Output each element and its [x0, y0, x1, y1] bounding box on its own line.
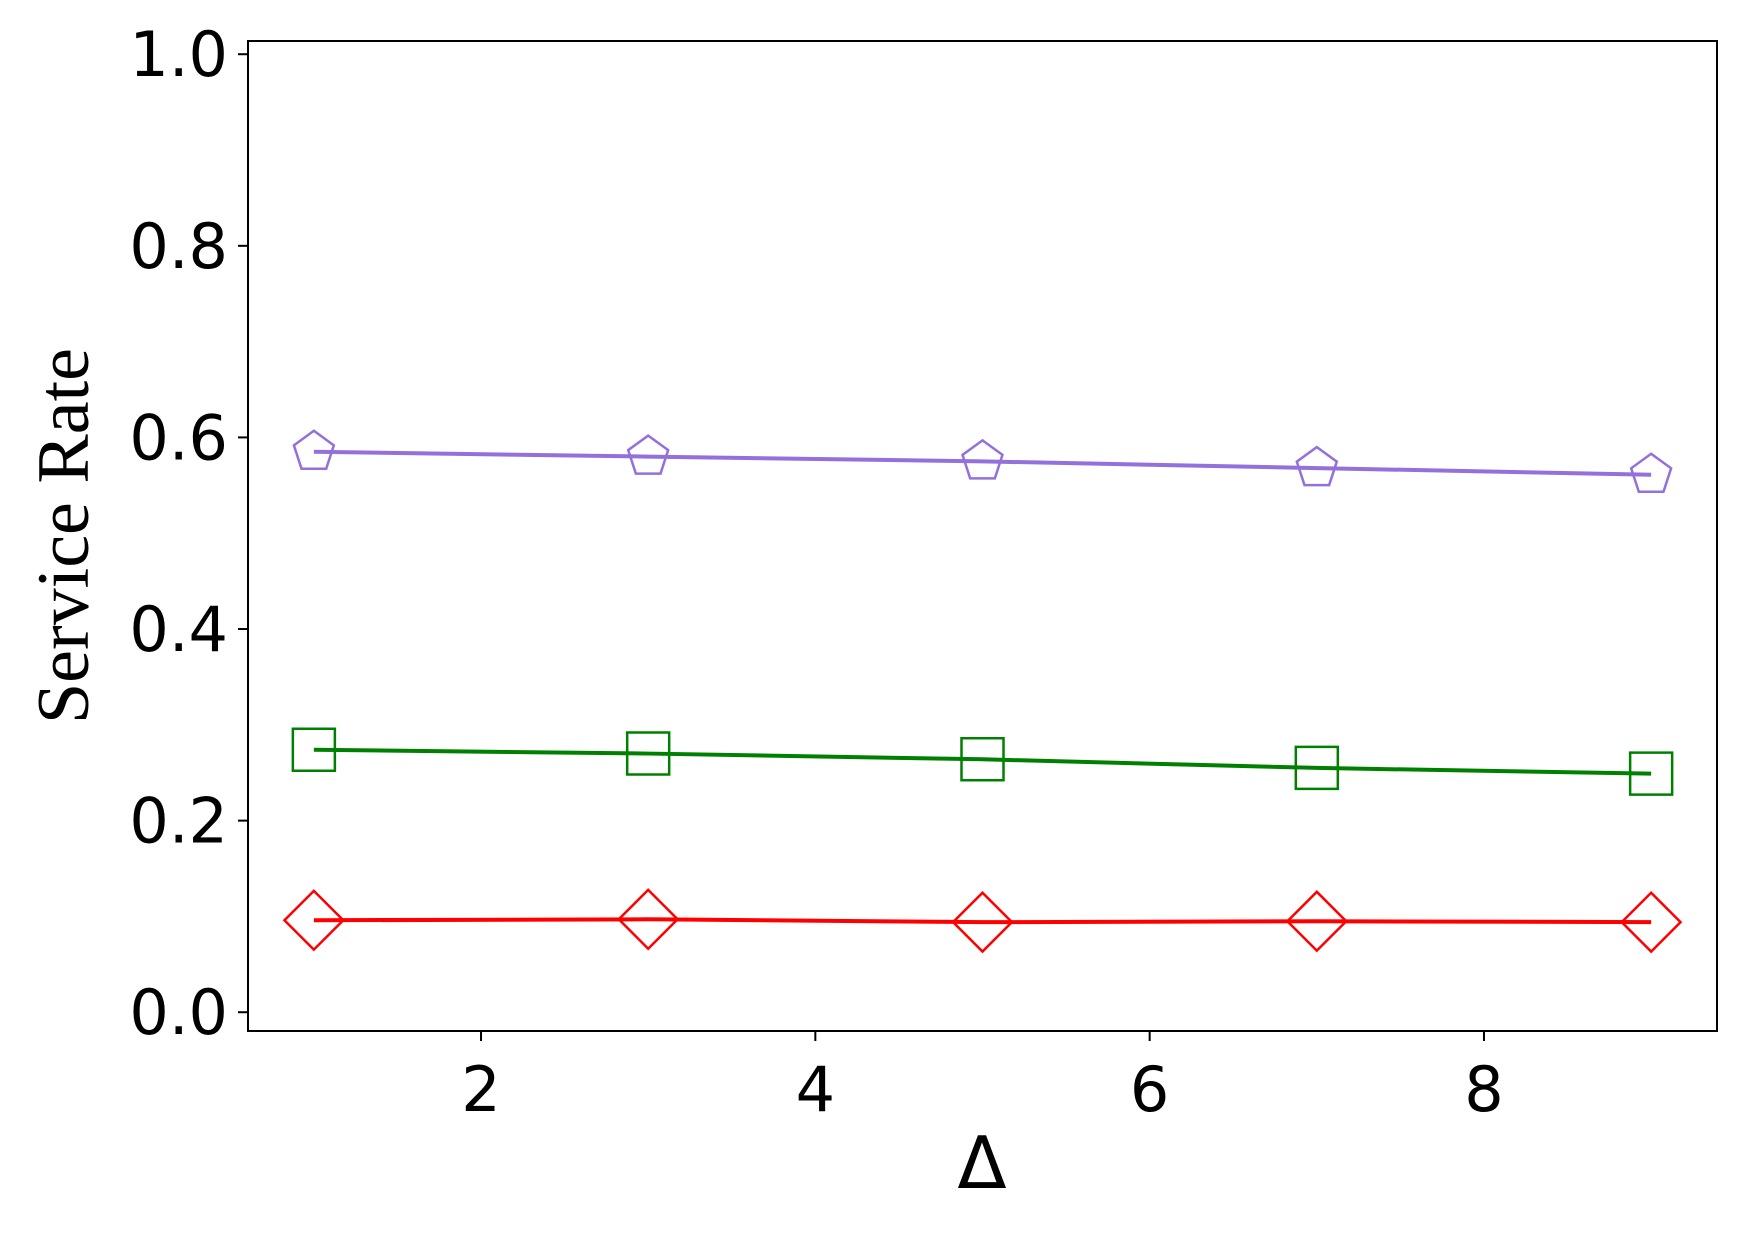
marker: [1629, 452, 1673, 494]
marker: [282, 889, 346, 952]
series-line: [313, 449, 1652, 477]
marker: [1295, 445, 1339, 487]
y-tick-label: 0.6: [129, 401, 228, 474]
marker: [951, 891, 1014, 954]
marker: [625, 731, 671, 776]
marker: [291, 727, 337, 772]
plot-frame: [247, 40, 1718, 1032]
y-axis-label: Service Rate: [23, 348, 105, 724]
marker: [1294, 745, 1340, 791]
marker: [1285, 890, 1348, 953]
x-axis-label: Δ: [957, 1121, 1006, 1205]
marker: [617, 888, 680, 951]
x-tick-label: 6: [1130, 1053, 1169, 1126]
marker: [961, 438, 1004, 480]
series-line: [313, 917, 1652, 925]
x-tick-label: 4: [796, 1053, 835, 1126]
x-tick-label: 8: [1464, 1053, 1503, 1126]
series-line: [313, 747, 1652, 776]
marker: [1619, 891, 1683, 954]
y-tick-label: 0.8: [129, 210, 228, 283]
marker: [626, 434, 670, 475]
y-tick-label: 0.0: [129, 976, 228, 1049]
marker: [292, 429, 336, 471]
y-tick-label: 0.4: [129, 593, 228, 666]
marker: [1628, 751, 1674, 796]
y-tick-label: 1.0: [129, 18, 228, 91]
y-tick-label: 0.2: [129, 785, 228, 858]
marker: [960, 737, 1005, 782]
x-tick-label: 2: [461, 1053, 500, 1126]
